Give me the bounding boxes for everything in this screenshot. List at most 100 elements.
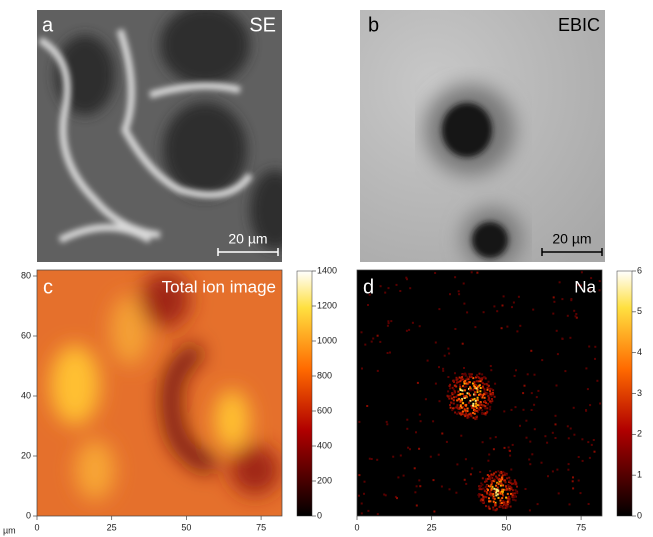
speckle: [511, 409, 513, 411]
speckle: [490, 365, 492, 367]
speckle: [453, 399, 455, 401]
speckle: [596, 380, 598, 382]
speckle: [479, 373, 481, 375]
speckle: [467, 408, 469, 410]
speckle: [497, 493, 499, 495]
speckle: [499, 472, 501, 474]
speckle: [462, 411, 464, 413]
speckle: [465, 413, 467, 415]
speckle: [419, 325, 421, 327]
speckle: [524, 385, 526, 387]
speckle: [572, 480, 574, 482]
speckle: [501, 483, 503, 485]
speckle: [361, 503, 363, 505]
speckle: [493, 448, 495, 450]
speckle: [358, 495, 360, 497]
speckle: [462, 343, 464, 345]
speckle: [484, 407, 486, 409]
speckle: [522, 392, 524, 394]
speckle: [493, 305, 495, 307]
speckle: [518, 296, 520, 298]
speckle: [498, 474, 500, 476]
colorbar-tick-label: 4: [637, 347, 642, 357]
speckle: [425, 398, 427, 400]
speckle: [475, 384, 477, 386]
speckle: [456, 377, 458, 379]
speckle: [491, 474, 493, 476]
speckle: [495, 488, 497, 490]
speckle: [364, 481, 366, 483]
speckle: [553, 301, 555, 303]
speckle: [460, 389, 462, 391]
panel-title: SE: [249, 14, 276, 36]
speckle: [573, 434, 575, 436]
speckle: [414, 467, 416, 469]
colorbar-tick-label: 0: [317, 510, 322, 520]
speckle: [537, 390, 539, 392]
speckle: [495, 485, 497, 487]
axis-unit: µm: [3, 525, 16, 535]
speckle: [472, 399, 474, 401]
speckle: [387, 320, 389, 322]
speckle: [486, 411, 488, 413]
speckle: [465, 382, 467, 384]
speckle: [498, 497, 500, 499]
speckle: [475, 400, 477, 402]
speckle: [453, 393, 455, 395]
speckle: [523, 409, 525, 411]
speckle: [476, 407, 478, 409]
speckle: [501, 497, 503, 499]
speckle: [486, 407, 488, 409]
speckle: [476, 380, 478, 382]
speckle: [367, 304, 369, 306]
speckle: [480, 387, 482, 389]
speckle: [482, 496, 484, 498]
speckle: [492, 493, 494, 495]
speckle: [491, 388, 493, 390]
speckle: [377, 335, 379, 337]
speckle: [447, 395, 449, 397]
speckle: [516, 486, 518, 488]
scale-bar-label: 20 µm: [228, 231, 267, 247]
speckle: [513, 302, 515, 304]
speckle: [430, 456, 432, 458]
speckle: [377, 513, 379, 515]
speckle: [569, 337, 571, 339]
speckle: [512, 493, 514, 495]
speckle: [444, 355, 446, 357]
x-tick-label: 0: [34, 522, 39, 532]
speckle: [459, 384, 461, 386]
panel-title: EBIC: [558, 15, 600, 35]
speckle: [455, 492, 457, 494]
speckle: [358, 421, 360, 423]
speckle: [418, 448, 420, 450]
speckle: [470, 390, 472, 392]
speckle: [555, 415, 557, 417]
speckle: [457, 391, 459, 393]
speckle: [567, 425, 569, 427]
speckle: [509, 455, 511, 457]
speckle: [473, 407, 475, 409]
speckle: [397, 476, 399, 478]
speckle: [485, 377, 487, 379]
speckle: [454, 385, 456, 387]
speckle: [417, 382, 419, 384]
speckle: [555, 437, 557, 439]
speckle: [492, 507, 494, 509]
speckle: [396, 497, 398, 499]
x-tick-label: 25: [107, 522, 117, 532]
speckle: [459, 408, 461, 410]
speckle: [408, 329, 410, 331]
speckle: [500, 500, 502, 502]
speckle: [519, 425, 521, 427]
speckle: [450, 402, 452, 404]
speckle: [556, 330, 558, 332]
speckle: [449, 488, 451, 490]
speckle: [501, 489, 503, 491]
speckle: [488, 381, 490, 383]
speckle: [451, 409, 453, 411]
speckle: [558, 492, 560, 494]
speckle: [482, 477, 484, 479]
speckle: [472, 405, 474, 407]
speckle: [506, 477, 508, 479]
